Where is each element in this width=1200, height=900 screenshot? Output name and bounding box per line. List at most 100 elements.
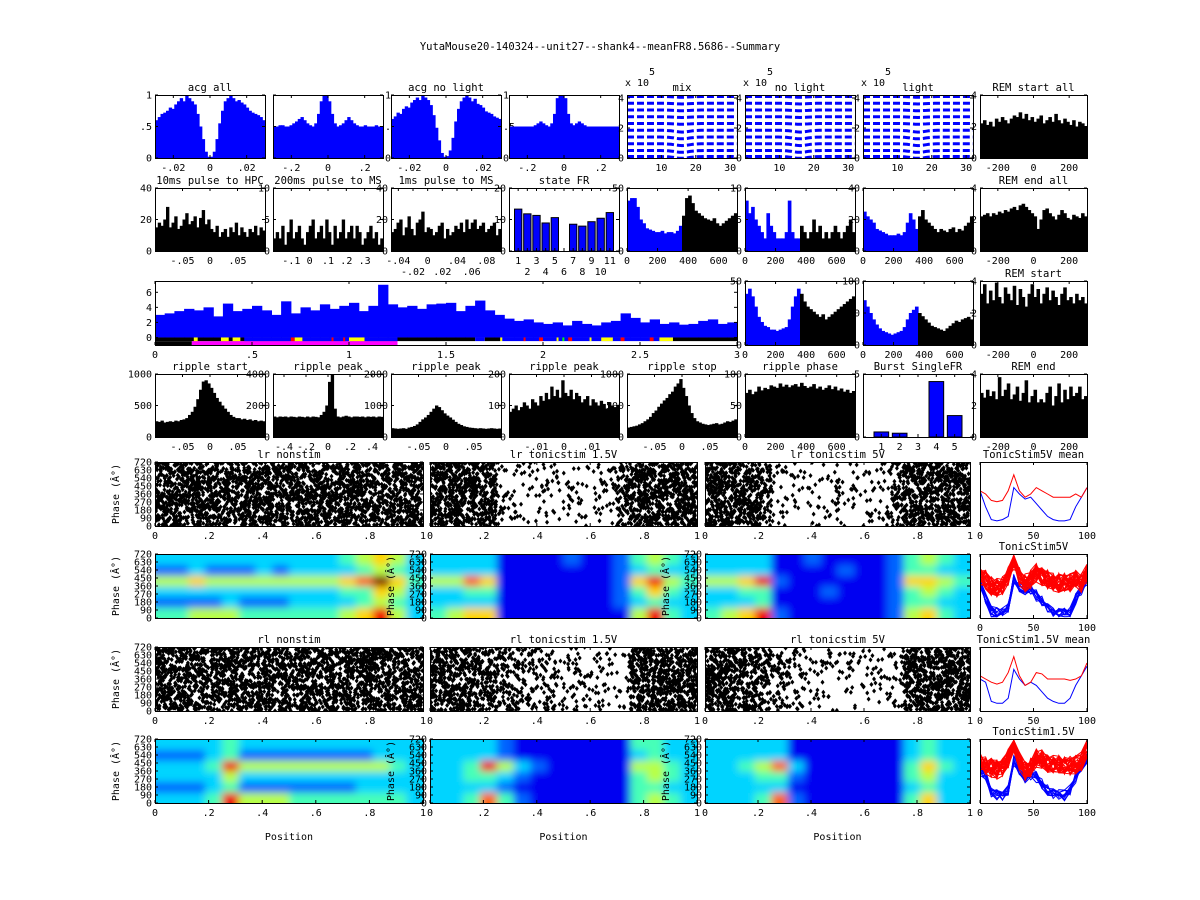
histogram-bar <box>899 235 904 251</box>
trace-line <box>627 149 737 154</box>
raster-point <box>449 511 454 517</box>
raster-point <box>350 462 355 467</box>
histogram-bar <box>254 225 258 251</box>
raster-point <box>227 480 232 486</box>
histogram-bar <box>251 232 255 251</box>
raster-point <box>465 484 470 490</box>
raster-point <box>214 499 219 505</box>
histogram-bar <box>322 95 326 158</box>
raster-point <box>237 471 242 477</box>
y-tick-label: 0 <box>618 154 624 165</box>
x-tick-label: 10 <box>773 163 785 174</box>
histogram-bar <box>374 125 379 158</box>
raster-point <box>278 480 283 486</box>
raster-point <box>186 501 191 507</box>
histogram-bar <box>329 308 340 338</box>
y-tick-label: 50 <box>730 401 742 412</box>
x-tick-label: 10 <box>595 267 607 278</box>
histogram-bar <box>1051 121 1055 158</box>
histogram-bar <box>663 233 668 251</box>
raster-point <box>172 469 177 475</box>
raster-point <box>342 488 347 494</box>
histogram-bar <box>462 232 466 251</box>
raster-point <box>234 479 239 485</box>
trace-line <box>863 115 973 120</box>
histogram-bar <box>349 302 360 338</box>
histogram-bar <box>333 408 337 437</box>
state-segment <box>672 337 737 342</box>
raster-point <box>337 476 342 482</box>
histogram-bar <box>481 428 486 437</box>
histogram-bar <box>368 305 379 338</box>
histogram-bar <box>1042 402 1046 437</box>
trace-line <box>863 128 973 134</box>
histogram-bar <box>221 232 225 251</box>
histogram-bar <box>851 232 855 251</box>
raster-point <box>396 517 401 523</box>
y-tick-label: 0 <box>382 247 388 258</box>
histogram-bar <box>836 390 841 437</box>
raster-point <box>180 487 185 493</box>
raster-point <box>270 513 275 519</box>
histogram-bar <box>1024 113 1029 158</box>
x-tick-label: .2 <box>344 442 356 453</box>
histogram-bar <box>174 216 178 251</box>
histogram-bar <box>157 421 162 437</box>
raster-point <box>266 498 271 504</box>
histogram-bar <box>476 103 480 158</box>
raster-point <box>395 476 400 482</box>
y-tick-label: 4 <box>971 91 977 102</box>
x-tick-label: -.1 <box>282 256 300 267</box>
state-segment <box>193 337 198 342</box>
trace-line <box>745 149 855 154</box>
histogram-bar <box>284 126 288 158</box>
raster-point <box>231 511 236 517</box>
histogram-bar <box>715 423 719 437</box>
x-tick-label: 0 <box>742 350 748 361</box>
y-tick-label: 0 <box>854 433 860 444</box>
raster-point <box>222 496 227 502</box>
histogram-bar <box>402 428 406 437</box>
histogram-bar <box>1021 392 1026 437</box>
raster-point <box>457 472 462 478</box>
raster-point <box>291 521 296 526</box>
histogram-bar <box>666 232 671 251</box>
raster-point <box>285 511 290 517</box>
raster-point <box>438 516 443 522</box>
raster-point <box>300 509 305 515</box>
axis-exponent-label: x 10 <box>743 78 767 89</box>
x-tick-label: .2 <box>359 163 371 174</box>
histogram-bar <box>620 313 631 338</box>
panel-title: light <box>902 82 934 94</box>
histogram-bar <box>344 238 348 251</box>
raster-point <box>394 462 399 467</box>
histogram-bar <box>407 216 411 251</box>
histogram-bar <box>435 127 439 158</box>
histogram-bar <box>591 126 595 158</box>
raster-point <box>455 494 460 500</box>
histogram-bar <box>350 120 354 158</box>
histogram-bar <box>572 320 583 338</box>
histogram-bar <box>651 230 656 251</box>
histogram-bar <box>404 227 409 251</box>
raster-point <box>214 463 219 469</box>
histogram-bar <box>691 203 695 251</box>
histogram-bar <box>1039 399 1044 437</box>
histogram-bar <box>1000 303 1005 345</box>
histogram-bar <box>997 121 1002 158</box>
raster-point <box>433 521 438 526</box>
histogram-bar <box>630 198 634 251</box>
histogram-bar <box>446 228 450 251</box>
raster-point <box>162 512 167 518</box>
raster-point <box>320 468 325 474</box>
raster-point <box>399 502 404 508</box>
histogram-bar <box>985 213 990 251</box>
raster-point <box>269 501 274 507</box>
raster-point <box>224 478 229 484</box>
x-tick-label: -.05 <box>170 442 194 453</box>
raster-point <box>356 513 361 519</box>
histogram-bar <box>300 416 304 437</box>
histogram-bar <box>182 419 186 437</box>
histogram-bar <box>155 421 159 437</box>
